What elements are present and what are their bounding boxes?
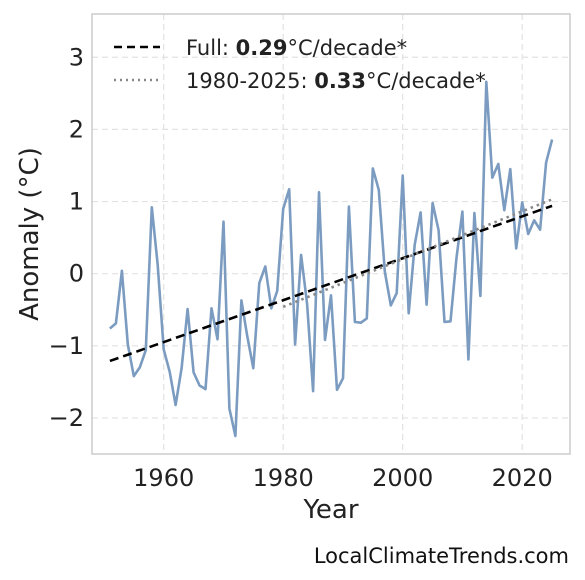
legend-full-rate: 0.29 bbox=[236, 36, 288, 60]
trend-line-full bbox=[109, 204, 553, 363]
legend-full-unit: °C/decade* bbox=[288, 36, 408, 60]
y-tick-label: 3 bbox=[69, 43, 84, 71]
legend-1980-unit: °C/decade* bbox=[366, 69, 486, 93]
y-tick-label: 2 bbox=[69, 115, 84, 143]
plot-frame bbox=[91, 13, 571, 455]
y-tick-label: 1 bbox=[69, 188, 84, 216]
legend: Full: 0.29°C/decade* 1980-2025: 0.33°C/d… bbox=[114, 36, 486, 93]
grid bbox=[92, 14, 570, 454]
anomaly-series-line bbox=[109, 80, 554, 438]
legend-full-prefix: Full: bbox=[186, 36, 236, 60]
legend-entry-1980-2025: 1980-2025: 0.33°C/decade* bbox=[186, 69, 486, 93]
trend-line-1980-2025 bbox=[282, 198, 553, 309]
x-axis-label: Year bbox=[302, 495, 358, 525]
y-tick-label: −1 bbox=[49, 332, 84, 360]
legend-1980-rate: 0.33 bbox=[314, 69, 366, 93]
x-tick-label: 2020 bbox=[492, 464, 553, 492]
x-tick-label: 1960 bbox=[133, 464, 194, 492]
y-axis-label: Anomaly (°C) bbox=[15, 147, 45, 321]
x-tick-label: 1980 bbox=[253, 464, 314, 492]
legend-entry-full: Full: 0.29°C/decade* bbox=[186, 36, 407, 60]
x-tick-label: 2000 bbox=[372, 464, 433, 492]
credit-text: LocalClimateTrends.com bbox=[313, 544, 569, 568]
legend-1980-prefix: 1980-2025: bbox=[186, 69, 314, 93]
tick-labels: 1960 1980 2000 2020 −2 −1 0 1 2 3 bbox=[49, 43, 553, 492]
plot-area bbox=[109, 80, 554, 438]
trend-lines bbox=[109, 198, 553, 363]
y-tick-label: 0 bbox=[69, 260, 84, 288]
y-tick-label: −2 bbox=[49, 404, 84, 432]
